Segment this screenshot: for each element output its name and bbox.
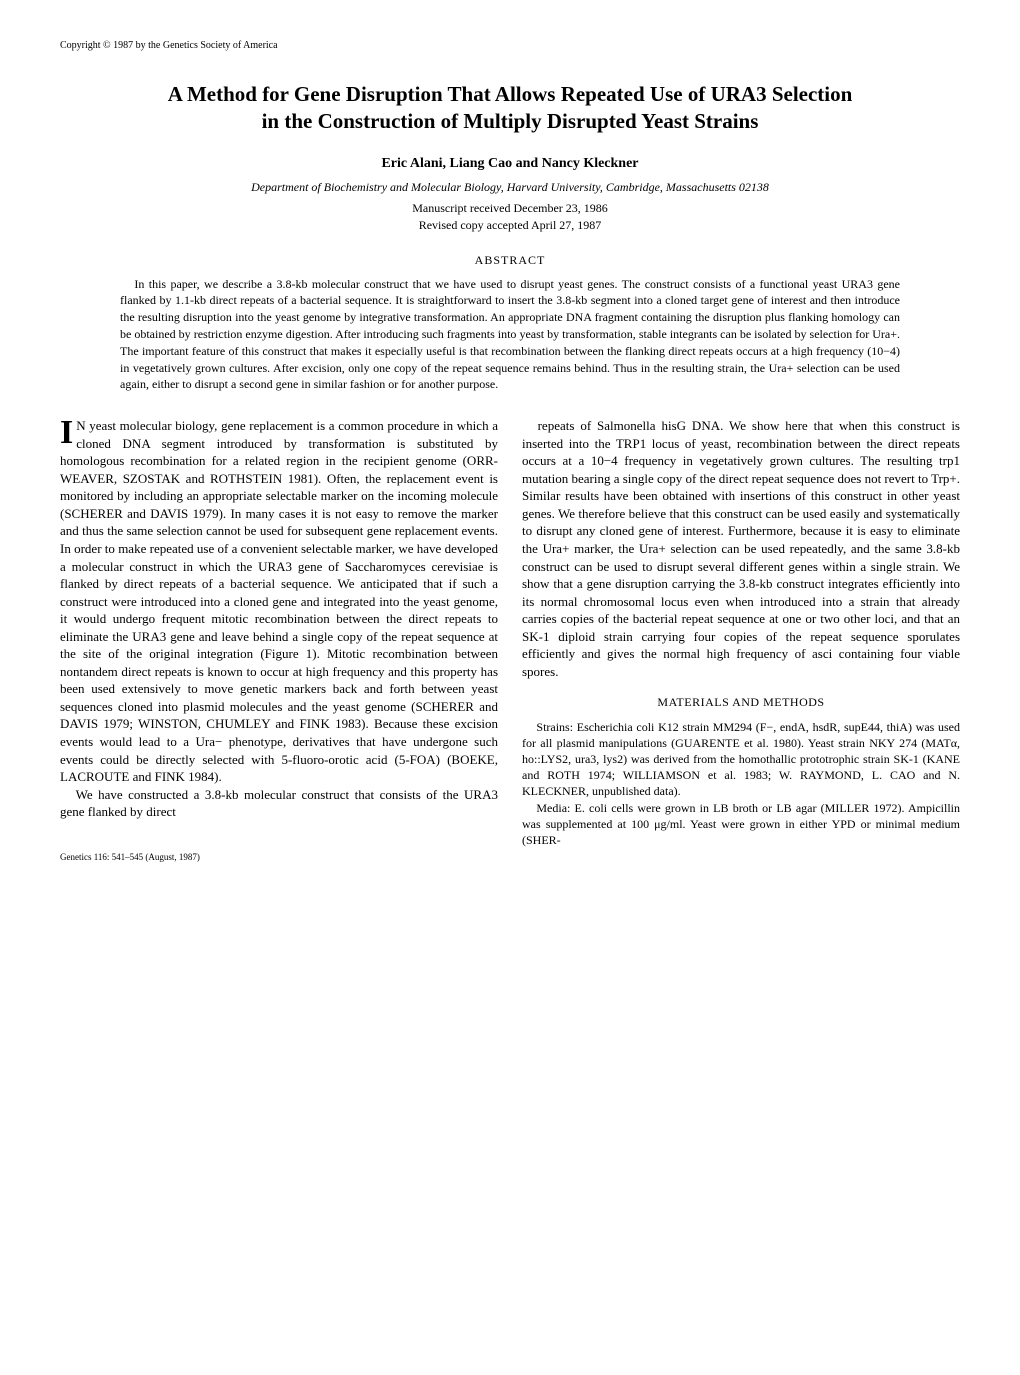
title-line-2: in the Construction of Multiply Disrupte…	[262, 109, 759, 133]
intro-paragraph-3: repeats of Salmonella hisG DNA. We show …	[522, 417, 960, 680]
column-right: repeats of Salmonella hisG DNA. We show …	[522, 417, 960, 863]
dropcap: I	[60, 417, 76, 447]
materials-paragraph-2: Media: E. coli cells were grown in LB br…	[522, 800, 960, 849]
date-received: Manuscript received December 23, 1986	[60, 201, 960, 216]
abstract-body: In this paper, we describe a 3.8-kb mole…	[120, 276, 900, 394]
abstract-heading: ABSTRACT	[60, 253, 960, 268]
materials-heading: MATERIALS AND METHODS	[522, 694, 960, 710]
copyright-line: Copyright © 1987 by the Genetics Society…	[60, 40, 960, 51]
date-revised: Revised copy accepted April 27, 1987	[60, 218, 960, 233]
intro-paragraph-1: IN yeast molecular biology, gene replace…	[60, 417, 498, 785]
materials-paragraph-1: Strains: Escherichia coli K12 strain MM2…	[522, 719, 960, 800]
page-footer: Genetics 116: 541–545 (August, 1987)	[60, 851, 498, 863]
intro-paragraph-2: We have constructed a 3.8-kb molecular c…	[60, 786, 498, 821]
body-columns: IN yeast molecular biology, gene replace…	[60, 417, 960, 863]
title-line-1: A Method for Gene Disruption That Allows…	[168, 82, 853, 106]
author-list: Eric Alani, Liang Cao and Nancy Kleckner	[60, 156, 960, 172]
column-left: IN yeast molecular biology, gene replace…	[60, 417, 498, 863]
paper-title: A Method for Gene Disruption That Allows…	[60, 81, 960, 136]
affiliation: Department of Biochemistry and Molecular…	[60, 180, 960, 195]
intro-text-1: N yeast molecular biology, gene replacem…	[60, 418, 498, 784]
